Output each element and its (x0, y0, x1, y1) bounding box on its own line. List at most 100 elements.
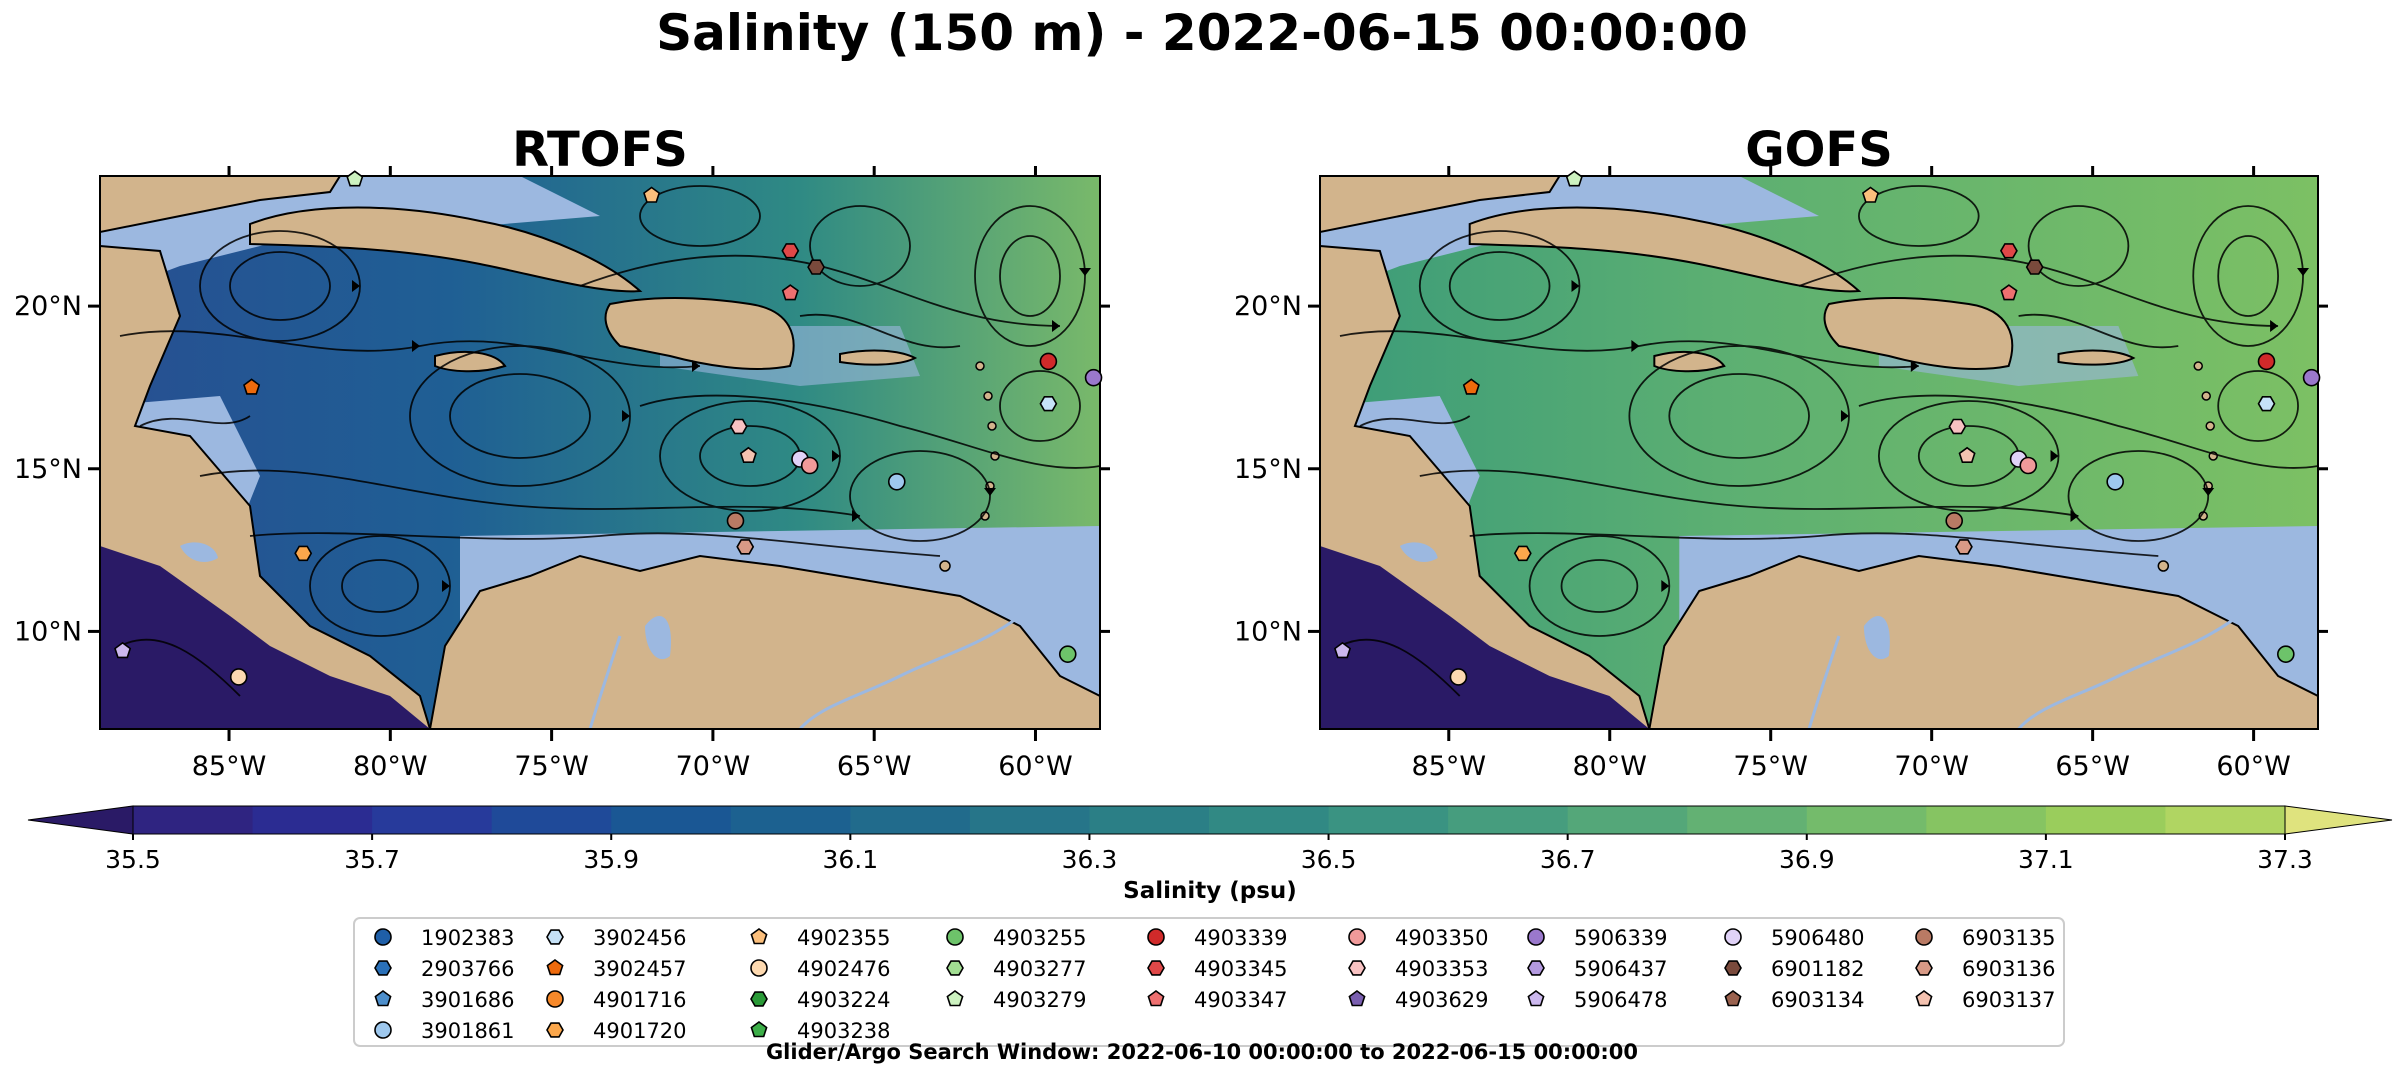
figure-suptitle: Salinity (150 m) - 2022-06-15 00:00:00 (656, 4, 1748, 62)
colorbar-tick-label: 35.7 (344, 845, 400, 874)
legend-marker-4902476 (750, 959, 768, 977)
legend-marker-4903629 (1348, 990, 1366, 1007)
y-tick-label: 10°N (1234, 616, 1302, 647)
float-marker-3902457 (1462, 378, 1480, 395)
legend-marker-2903766 (374, 960, 392, 976)
panel-gofs-title: GOFS (1745, 122, 1893, 178)
panel-gofs-map (1320, 176, 2318, 729)
panel-rtofs-axis-ticks: 85°W 80°W 75°W 70°W 65°W 60°W 10°N 15°N 20°N (14, 166, 1110, 782)
y-tick-label: 20°N (14, 291, 82, 322)
float-marker-3901861 (887, 472, 906, 491)
legend-marker-5906339 (1527, 928, 1545, 946)
x-tick-label: 65°W (2055, 751, 2130, 782)
colorbar-tick-label: 37.1 (2018, 845, 2074, 874)
float-marker-5906339 (2302, 368, 2321, 387)
legend-marker-4903339 (1147, 928, 1165, 946)
colorbar-tick-label: 35.5 (105, 845, 161, 874)
colorbar: 35.5 35.7 35.9 36.1 36.3 36.5 36.7 36.9 37.1 37.3 (27, 805, 2393, 874)
x-tick-label: 60°W (998, 751, 1073, 782)
float-marker-4903279 (1565, 170, 1583, 187)
colorbar-bin (1448, 806, 1569, 834)
legend-marker-4901716 (546, 990, 564, 1008)
panel-gofs-axis-ticks: 85°W 80°W 75°W 70°W 65°W 60°W 10°N 15°N 20°N (1234, 166, 2328, 782)
colorbar-bin (133, 806, 254, 834)
float-marker-4903353 (1948, 418, 1967, 435)
float-marker-5906478 (1333, 641, 1352, 659)
x-tick-label: 75°W (1733, 751, 1808, 782)
panel-rtofs-map (100, 176, 1100, 729)
colorbar-bin (1806, 806, 1927, 834)
float-marker-4902476 (1449, 668, 1468, 686)
panel-gofs-float-markers (1333, 170, 2321, 686)
colorbar-extend-min (27, 805, 134, 835)
legend-marker-4903279 (946, 990, 964, 1007)
float-marker-4903347 (781, 284, 799, 301)
colorbar-tick-label: 35.9 (583, 845, 639, 874)
colorbar-tick-label: 36.1 (822, 845, 878, 874)
legend-label: 3901861 (421, 1019, 515, 1043)
legend-label: 3901686 (421, 988, 515, 1012)
legend-label: 4903353 (1395, 957, 1489, 981)
legend-label: 4903347 (1194, 988, 1288, 1012)
legend-label: 6903134 (1771, 988, 1865, 1012)
legend-marker-4901720 (546, 1022, 564, 1038)
float-marker-6903137 (739, 446, 757, 463)
colorbar-tick-label: 36.3 (1062, 845, 1118, 874)
float-marker-5906478 (114, 641, 132, 659)
legend-label: 4903339 (1194, 926, 1288, 950)
float-marker-4903350 (800, 456, 819, 475)
colorbar-bin (1209, 806, 1330, 834)
legend-label: 4903629 (1395, 988, 1489, 1012)
colorbar-bin (1567, 806, 1688, 834)
legend-label: 4902476 (797, 957, 891, 981)
legend-marker-3901861 (374, 1021, 392, 1039)
colorbar-bin (2165, 806, 2286, 834)
legend-label: 4903277 (993, 957, 1087, 981)
legend-label: 4903224 (797, 988, 891, 1012)
float-marker-3902456 (2257, 396, 2276, 412)
float-marker-4903345 (1999, 243, 2018, 259)
legend-label: 4903345 (1194, 957, 1288, 981)
float-marker-4903347 (2000, 284, 2018, 301)
float-marker-4902355 (1861, 186, 1880, 203)
colorbar-bin (969, 806, 1091, 834)
float-marker-4903255 (2277, 645, 2295, 663)
x-tick-label: 70°W (1894, 751, 1969, 782)
float-marker-6903135 (726, 512, 745, 530)
search-window-footer: Glider/Argo Search Window: 2022-06-10 00… (766, 1040, 1638, 1064)
legend-marker-4903255 (946, 928, 964, 946)
panel-gofs-frame (1319, 175, 2319, 730)
float-marker-3901861 (2106, 472, 2124, 491)
colorbar-bin (611, 806, 732, 834)
legend-label: 5906339 (1574, 926, 1668, 950)
legend-label: 6903135 (1962, 926, 2056, 950)
legend-label: 2903766 (421, 957, 515, 981)
float-marker-4903339 (2257, 352, 2276, 371)
colorbar-tick-label: 36.7 (1540, 845, 1596, 874)
legend-marker-4903353 (1348, 960, 1366, 976)
colorbar-bin (730, 806, 851, 834)
legend-label: 4903255 (993, 926, 1087, 950)
legend-marker-6903136 (1915, 960, 1933, 976)
legend-marker-6903137 (1915, 990, 1933, 1007)
x-tick-label: 85°W (192, 751, 267, 782)
colorbar-extend-max (2284, 805, 2393, 835)
x-tick-label: 80°W (353, 751, 428, 782)
legend-label: 1902383 (421, 926, 515, 950)
float-marker-4901720 (294, 545, 313, 562)
colorbar-label: Salinity (psu) (1123, 878, 1297, 904)
x-tick-label: 75°W (514, 751, 589, 782)
float-marker-5906339 (1084, 368, 1103, 387)
colorbar-tick-label: 36.9 (1779, 845, 1835, 874)
y-tick-label: 15°N (1234, 454, 1302, 485)
legend-marker-3901686 (374, 990, 392, 1007)
legend-frame (353, 917, 2065, 1047)
legend-marker-4903347 (1147, 990, 1165, 1007)
colorbar-bin (1328, 806, 1449, 834)
x-tick-label: 80°W (1572, 751, 1647, 782)
legend-label: 6901182 (1771, 957, 1865, 981)
y-tick-label: 20°N (1234, 291, 1302, 322)
colorbar-bin (252, 806, 373, 834)
float-marker-6901182 (2025, 259, 2044, 275)
legend-label: 3902456 (593, 926, 687, 950)
